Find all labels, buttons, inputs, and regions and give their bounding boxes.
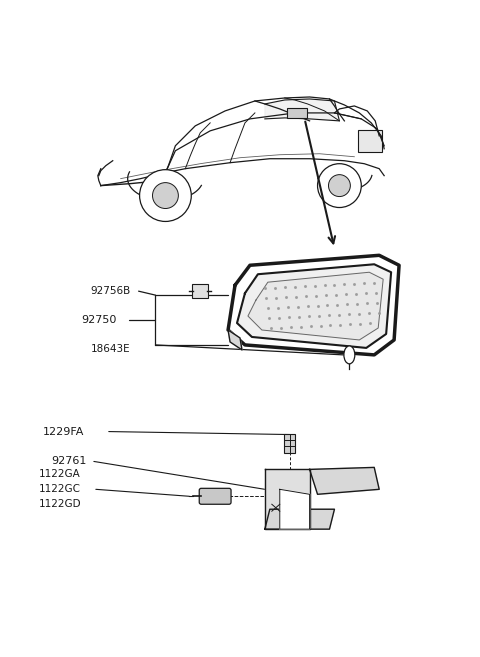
Polygon shape bbox=[280, 489, 310, 529]
Circle shape bbox=[318, 164, 361, 208]
Polygon shape bbox=[265, 99, 339, 121]
Text: 92756B: 92756B bbox=[91, 286, 131, 296]
Circle shape bbox=[328, 175, 350, 196]
Text: 92750: 92750 bbox=[81, 315, 116, 325]
Polygon shape bbox=[228, 256, 399, 355]
FancyBboxPatch shape bbox=[284, 434, 295, 453]
FancyBboxPatch shape bbox=[287, 108, 307, 118]
Polygon shape bbox=[265, 509, 335, 529]
FancyBboxPatch shape bbox=[192, 284, 208, 298]
Polygon shape bbox=[248, 272, 383, 340]
Ellipse shape bbox=[344, 346, 355, 364]
Polygon shape bbox=[228, 330, 242, 350]
FancyBboxPatch shape bbox=[358, 130, 382, 152]
Text: 18643E: 18643E bbox=[91, 344, 131, 354]
Text: 1122GD: 1122GD bbox=[39, 499, 82, 509]
Text: 92761: 92761 bbox=[51, 457, 86, 466]
FancyBboxPatch shape bbox=[199, 488, 231, 505]
Polygon shape bbox=[310, 467, 379, 494]
Text: 1122GA: 1122GA bbox=[39, 469, 81, 480]
Polygon shape bbox=[265, 469, 310, 529]
Text: 1229FA: 1229FA bbox=[43, 426, 84, 436]
Circle shape bbox=[140, 170, 192, 221]
Text: 1122GC: 1122GC bbox=[39, 484, 81, 494]
Circle shape bbox=[153, 183, 179, 208]
Polygon shape bbox=[237, 264, 391, 348]
